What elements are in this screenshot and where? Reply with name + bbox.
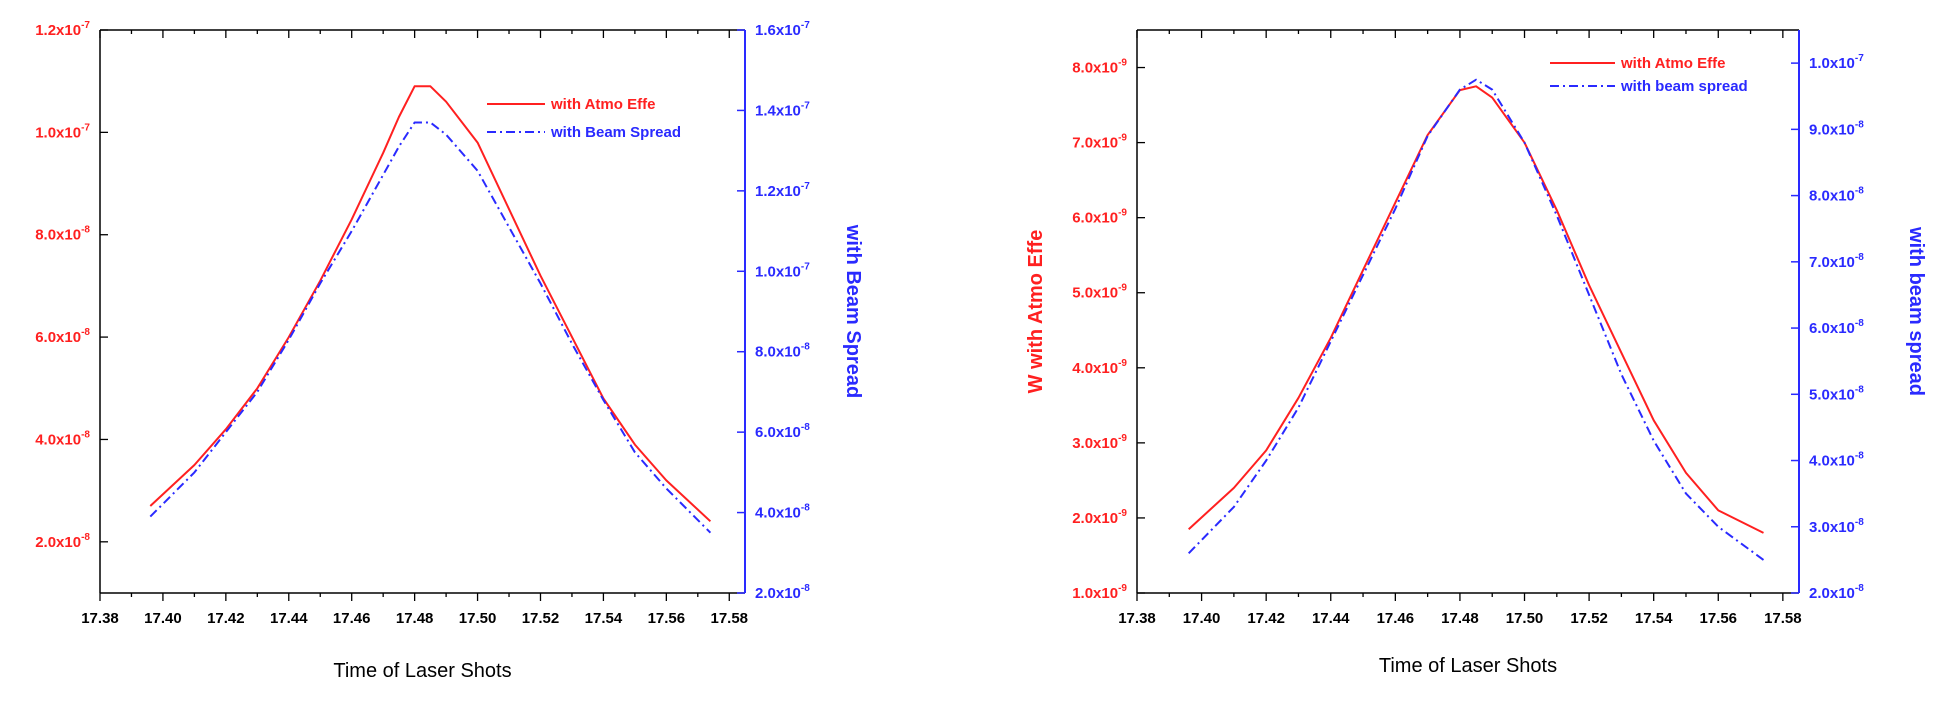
chart-2: 17.38 17.40 17.42 17.44 17.46 17.48 17.50 17.52…: [1025, 29, 1927, 677]
y2-tick-label: 6.0x10-8: [755, 422, 810, 441]
y-axis-title: W with Atmo Effe: [1025, 230, 1047, 394]
x-tick-label: 17.48: [1441, 610, 1479, 627]
x-tick-label: 17.48: [396, 610, 434, 627]
legend-label-1: with Atmo Effe: [550, 96, 655, 113]
y-tick-label: 2.0x10-9: [1072, 508, 1127, 527]
y2-tick-label: 1.0x10-7: [755, 261, 810, 280]
y-tick-label: 8.0x10-9: [1072, 58, 1127, 77]
x-tick-label: 17.46: [1377, 610, 1415, 627]
y2-tick-label: 2.0x10-8: [1809, 583, 1864, 602]
series-line-2: [1187, 78, 1765, 561]
x-tick-label: 17.40: [1183, 610, 1221, 627]
y2-tick-label: 2.0x10-8: [755, 583, 810, 602]
x-tick-label: 17.54: [585, 610, 623, 627]
x-tick-label: 17.38: [81, 610, 119, 627]
x-tick-label: 17.40: [144, 610, 182, 627]
y2-tick-label: 7.0x10-8: [1809, 252, 1864, 271]
x-tick-label: 17.58: [1764, 610, 1802, 627]
y2-axis-title: with beam spread: [1905, 226, 1927, 396]
x-tick-label: 17.44: [270, 610, 308, 627]
legend-label-2: with beam spread: [1620, 78, 1748, 95]
y2-tick-label: 8.0x10-8: [755, 342, 810, 361]
x-tick-label: 17.58: [710, 610, 748, 627]
y2-tick-label: 8.0x10-8: [1809, 186, 1864, 205]
y2-tick-label: 1.0x10-7: [1809, 53, 1864, 72]
y2-tick-label: 3.0x10-8: [1809, 517, 1864, 536]
series-line-2: [149, 121, 712, 534]
x-tick-label: 17.44: [1312, 610, 1350, 627]
y-tick-label: 4.0x10-8: [35, 429, 90, 448]
legend-label-2: with Beam Spread: [550, 124, 681, 141]
y2-tick-label: 1.6x10-7: [755, 20, 810, 39]
y-tick-label: 6.0x10-9: [1072, 208, 1127, 227]
y2-tick-label: 6.0x10-8: [1809, 318, 1864, 337]
x-tick-label: 17.42: [207, 610, 245, 627]
y2-tick-label: 1.2x10-7: [755, 181, 810, 200]
y-tick-label: 1.0x10-9: [1072, 583, 1127, 602]
y2-tick-label: 5.0x10-8: [1809, 384, 1864, 403]
chart-1: 17.38 17.40 17.42 17.44 17.46 17.48 17.50 17.52…: [35, 20, 864, 682]
y2-tick-label: 1.4x10-7: [755, 100, 810, 119]
y-tick-label: 8.0x10-8: [35, 225, 90, 244]
y-tick-label: 7.0x10-9: [1072, 133, 1127, 152]
y-tick-label: 2.0x10-8: [35, 532, 90, 551]
y2-tick-label: 4.0x10-8: [755, 503, 810, 522]
x-tick-label: 17.38: [1118, 610, 1156, 627]
y-tick-label: 1.2x10-7: [35, 20, 90, 39]
y2-tick-label: 4.0x10-8: [1809, 451, 1864, 470]
y-tick-label: 6.0x10-8: [35, 327, 90, 346]
x-tick-label: 17.54: [1635, 610, 1673, 627]
x-axis-title: Time of Laser Shots: [333, 660, 511, 682]
legend-label-1: with Atmo Effe: [1620, 55, 1725, 72]
y2-axis-title: with Beam Spread: [842, 224, 864, 398]
y-tick-label: 5.0x10-9: [1072, 283, 1127, 302]
x-tick-label: 17.52: [1570, 610, 1608, 627]
y-tick-label: 3.0x10-9: [1072, 433, 1127, 452]
x-tick-label: 17.42: [1247, 610, 1285, 627]
y-tick-label: 1.0x10-7: [35, 122, 90, 141]
series-line-1: [1188, 85, 1764, 534]
x-tick-label: 17.46: [333, 610, 371, 627]
x-tick-label: 17.56: [648, 610, 686, 627]
x-tick-label: 17.50: [1506, 610, 1544, 627]
series-line-1: [149, 85, 712, 523]
y2-tick-label: 9.0x10-8: [1809, 119, 1864, 138]
x-tick-label: 17.50: [459, 610, 497, 627]
y-tick-label: 4.0x10-9: [1072, 358, 1127, 377]
x-axis-title: Time of Laser Shots: [1379, 655, 1557, 677]
x-tick-label: 17.56: [1699, 610, 1737, 627]
x-tick-label: 17.52: [522, 610, 560, 627]
